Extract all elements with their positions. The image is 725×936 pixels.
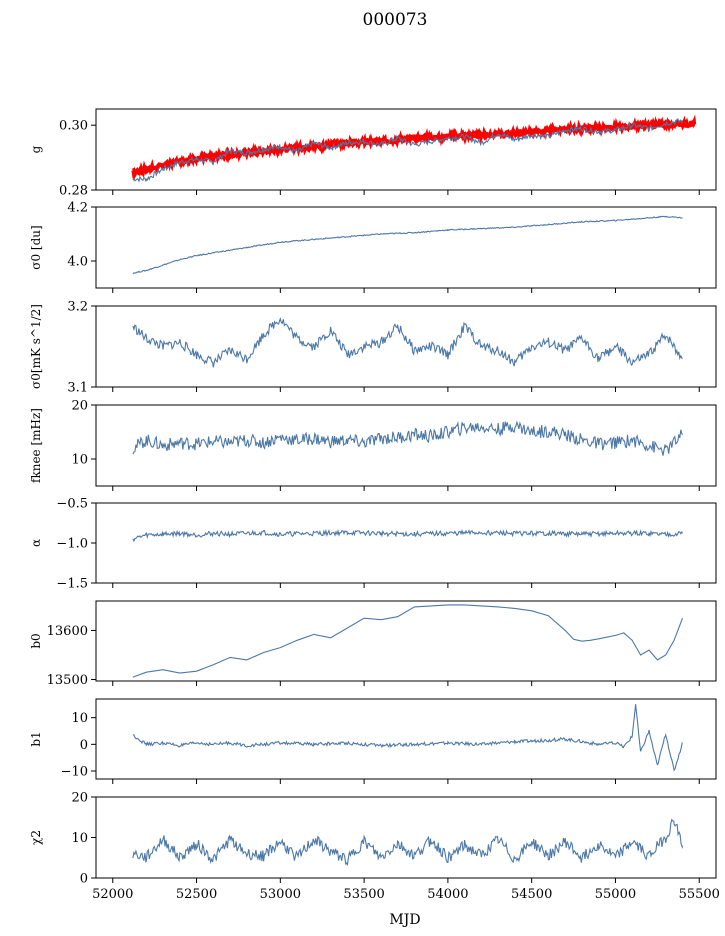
y-tick-label: 4.2	[67, 201, 88, 216]
series-line	[132, 215, 683, 275]
y-tick-label: −10	[61, 765, 88, 780]
panel-1: 0.28 0.30 g	[29, 108, 717, 199]
y-tick-label: 20	[71, 791, 88, 806]
y-tick-label: −1.5	[56, 577, 88, 592]
figure-title: 000073	[363, 10, 428, 30]
series-line	[132, 420, 683, 456]
y-tick-label: −1.0	[56, 537, 88, 552]
x-tick-label: 52500	[176, 887, 217, 902]
y-axis-label: b0	[29, 633, 43, 648]
x-tick-label: 54000	[427, 887, 468, 902]
x-tick-label: 54500	[511, 887, 552, 902]
y-axis-label: α	[29, 539, 43, 547]
series-line	[132, 818, 684, 866]
panel-6: 13500 13600 b0	[29, 600, 717, 688]
axes-frame	[95, 404, 717, 487]
axes-frame	[95, 502, 717, 584]
y-tick-label: −0.5	[56, 497, 88, 512]
y-tick-label: 3.1	[67, 381, 88, 396]
y-tick-label: 3.2	[67, 300, 88, 315]
y-tick-label: 10	[71, 453, 88, 468]
x-tick-label: 52000	[92, 887, 133, 902]
axes-frame	[95, 305, 717, 388]
panel-5: −1.5 −1.0 −0.5 α	[29, 497, 717, 592]
axes-frame	[95, 108, 717, 191]
y-tick-label: 13500	[47, 673, 88, 688]
series-line	[132, 117, 684, 183]
y-tick-label: 10	[71, 831, 88, 846]
y-tick-label: 0.28	[59, 184, 88, 199]
y-axis-label: b1	[29, 731, 43, 746]
series-line	[132, 604, 684, 678]
x-axis-label: MJD	[389, 912, 420, 928]
axes-frame	[95, 796, 717, 879]
y-axis-label: σ0 [du]	[29, 225, 43, 269]
y-tick-label: 4.0	[67, 255, 88, 270]
panel-7: −10 0 10 b1	[29, 698, 717, 784]
panel-8: 0 10 20 52000 52500 53000 53500 54000 54500 55000…	[29, 791, 720, 903]
axes-frame	[95, 698, 717, 780]
y-tick-label: 13600	[47, 624, 88, 639]
y-tick-label: 0	[80, 738, 88, 753]
x-tick-label: 55000	[595, 887, 636, 902]
panel-4: 10 20 fknee [mHz]	[29, 399, 717, 491]
axes-frame	[95, 600, 717, 682]
overlay-line	[131, 114, 697, 182]
y-axis-label: fknee [mHz]	[29, 408, 43, 483]
x-tick-label: 53500	[343, 887, 384, 902]
x-tick-label: 53000	[260, 887, 301, 902]
panel-3: 3.1 3.2 σ0[mK s^1/2]	[29, 300, 717, 396]
panel-2: 4.0 4.2 σ0 [du]	[29, 201, 717, 293]
series-line	[132, 317, 683, 368]
y-tick-label: 10	[71, 711, 88, 726]
y-axis-label: σ0[mK s^1/2]	[29, 304, 43, 389]
series-line	[132, 528, 683, 543]
panels: 0.28 0.30 g 4.0 4.2 σ0 [du] 3.1 3.2 σ0[mK s^1/2]…	[29, 108, 720, 903]
axes-frame	[95, 206, 717, 289]
y-axis-label: g	[29, 145, 43, 153]
y-tick-label: 20	[71, 399, 88, 414]
y-axis-label: χ2	[29, 830, 43, 845]
y-tick-label: 0	[80, 872, 88, 887]
x-tick-label: 55500	[679, 887, 720, 902]
y-tick-label: 0.30	[59, 119, 88, 134]
series-line	[132, 704, 683, 772]
